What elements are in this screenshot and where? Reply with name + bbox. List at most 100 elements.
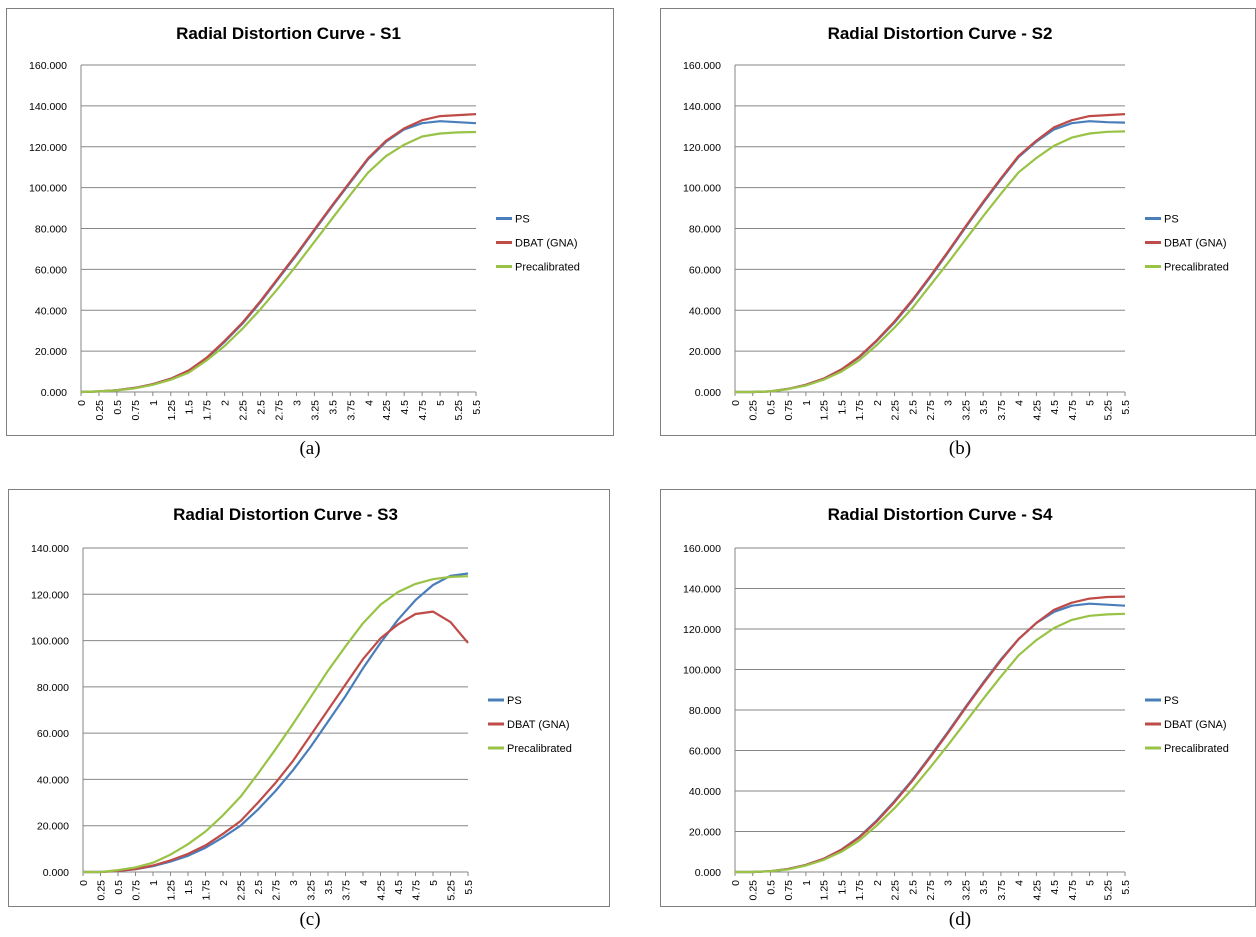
- x-tick-label: 4.75: [1067, 400, 1079, 421]
- x-tick-label: 3: [291, 400, 303, 406]
- y-tick-label: 60.000: [689, 264, 721, 276]
- y-tick-label: 40.000: [37, 774, 69, 786]
- y-tick-label: 20.000: [35, 346, 67, 358]
- chart-title: Radial Distortion Curve - S4: [828, 505, 1053, 524]
- x-tick-label: 2.5: [253, 880, 265, 895]
- x-tick-label: 4.75: [411, 880, 423, 901]
- chart-panel-s1: Radial Distortion Curve - S1 0.000 20.000 4…: [6, 8, 614, 436]
- series-line-precalibrated: [80, 130, 477, 394]
- x-tick-label: 4.5: [399, 400, 411, 415]
- x-tick-label: 2.75: [925, 880, 937, 901]
- x-tick-label: 4.75: [1067, 880, 1079, 901]
- x-tick-label: 4.5: [393, 880, 405, 895]
- x-tick-label: 2.25: [890, 880, 902, 901]
- x-tick-label: 2.25: [236, 880, 248, 901]
- y-tick-label: 40.000: [689, 305, 721, 317]
- y-tick-label: 0.000: [695, 387, 721, 399]
- x-tick-label: 3.25: [306, 880, 318, 901]
- chart-frame: Radial Distortion Curve - S3 0.000 20.000 4…: [8, 489, 610, 907]
- x-tick-label: 4: [1014, 400, 1026, 406]
- x-tick-label: 3.5: [327, 400, 339, 415]
- y-tick-label: 140.000: [683, 584, 721, 596]
- legend-label: PS: [1164, 695, 1179, 707]
- legend-label: PS: [507, 695, 522, 707]
- x-tick-label: 2: [220, 400, 232, 406]
- x-tick-label: 1.75: [854, 400, 866, 421]
- x-tick-label: 4.5: [1049, 400, 1061, 415]
- y-tick-label: 20.000: [689, 346, 721, 358]
- x-tick-label: 4: [1014, 880, 1026, 886]
- chart-panel-s3: Radial Distortion Curve - S3 0.000 20.000 4…: [8, 489, 610, 907]
- y-tick-label: 80.000: [689, 705, 721, 717]
- y-tick-label: 20.000: [37, 821, 69, 833]
- series-line-precalibrated: [735, 612, 1126, 874]
- x-tick-label: 0.5: [112, 400, 124, 415]
- x-tick-label: 4.25: [381, 400, 393, 421]
- x-tick-label: 2.25: [238, 400, 250, 421]
- x-tick-label: 1.5: [836, 880, 848, 895]
- x-tick-label: 5.5: [471, 400, 483, 415]
- x-tick-label: 4.5: [1049, 880, 1061, 895]
- x-tick-label: 5.5: [1120, 400, 1132, 415]
- y-tick-label: 100.000: [29, 183, 67, 195]
- x-tick-label: 1.75: [201, 880, 213, 901]
- y-tick-label: 60.000: [35, 264, 67, 276]
- legend-label: DBAT (GNA): [507, 719, 570, 731]
- chart-svg-s3: Radial Distortion Curve - S3 0.000 20.000 4…: [31, 505, 572, 901]
- y-tick-label: 40.000: [35, 305, 67, 317]
- x-tick-label: 2.5: [907, 400, 919, 415]
- legend-label: Precalibrated: [1164, 262, 1229, 274]
- y-tick-label: 100.000: [683, 665, 721, 677]
- y-tick-label: 0.000: [695, 867, 721, 879]
- chart-svg-s2: Radial Distortion Curve - S2 0.000 20.000 4…: [683, 24, 1229, 421]
- x-tick-label: 2: [872, 880, 884, 886]
- x-tick-label: 4.25: [1031, 880, 1043, 901]
- x-tick-label: 3.25: [960, 400, 972, 421]
- x-tick-label: 4.25: [1031, 400, 1043, 421]
- chart-title: Radial Distortion Curve - S2: [828, 24, 1053, 43]
- caption-a: (a): [299, 438, 321, 459]
- series-line-precalibrated: [83, 575, 469, 874]
- x-tick-label: 0: [730, 400, 742, 406]
- y-tick-label: 120.000: [31, 589, 69, 601]
- x-tick-label: 0.25: [96, 880, 108, 901]
- y-tick-label: 60.000: [37, 728, 69, 740]
- legend-label: Precalibrated: [515, 262, 580, 274]
- y-tick-label: 80.000: [37, 682, 69, 694]
- x-tick-label: 5: [435, 400, 447, 406]
- x-tick-label: 1.25: [819, 880, 831, 901]
- x-tick-label: 1.5: [184, 400, 196, 415]
- y-tick-label: 140.000: [683, 101, 721, 113]
- legend-label: Precalibrated: [507, 743, 572, 755]
- x-tick-label: 0.25: [748, 880, 760, 901]
- chart-title: Radial Distortion Curve - S3: [173, 505, 398, 524]
- y-tick-label: 80.000: [689, 224, 721, 236]
- legend-label: Precalibrated: [1164, 743, 1229, 755]
- x-tick-label: 0: [78, 880, 90, 886]
- x-tick-label: 1: [801, 400, 813, 406]
- x-tick-label: 1: [801, 880, 813, 886]
- y-tick-label: 120.000: [683, 624, 721, 636]
- y-tick-label: 40.000: [689, 786, 721, 798]
- y-tick-label: 100.000: [31, 636, 69, 648]
- x-tick-label: 2: [872, 400, 884, 406]
- series-line-dbat-gna: [735, 113, 1126, 394]
- chart-panel-s4: Radial Distortion Curve - S4 0.000 20.000 4…: [660, 489, 1256, 907]
- series-line-precalibrated: [735, 130, 1126, 394]
- x-tick-label: 0.75: [131, 880, 143, 901]
- x-tick-label: 5.5: [463, 880, 475, 895]
- x-tick-label: 3.75: [341, 880, 353, 901]
- y-tick-label: 0.000: [43, 867, 69, 879]
- legend-label: PS: [1164, 214, 1179, 226]
- legend-label: DBAT (GNA): [1164, 719, 1227, 731]
- y-tick-label: 0.000: [41, 387, 67, 399]
- y-tick-label: 120.000: [683, 142, 721, 154]
- legend-label: DBAT (GNA): [1164, 238, 1227, 250]
- x-tick-label: 1: [148, 880, 160, 886]
- caption-d: (d): [948, 909, 972, 930]
- x-tick-label: 3.75: [996, 400, 1008, 421]
- x-tick-label: 2.5: [256, 400, 268, 415]
- x-tick-label: 1.25: [819, 400, 831, 421]
- x-tick-label: 0.25: [94, 400, 106, 421]
- x-tick-label: 1.25: [166, 880, 178, 901]
